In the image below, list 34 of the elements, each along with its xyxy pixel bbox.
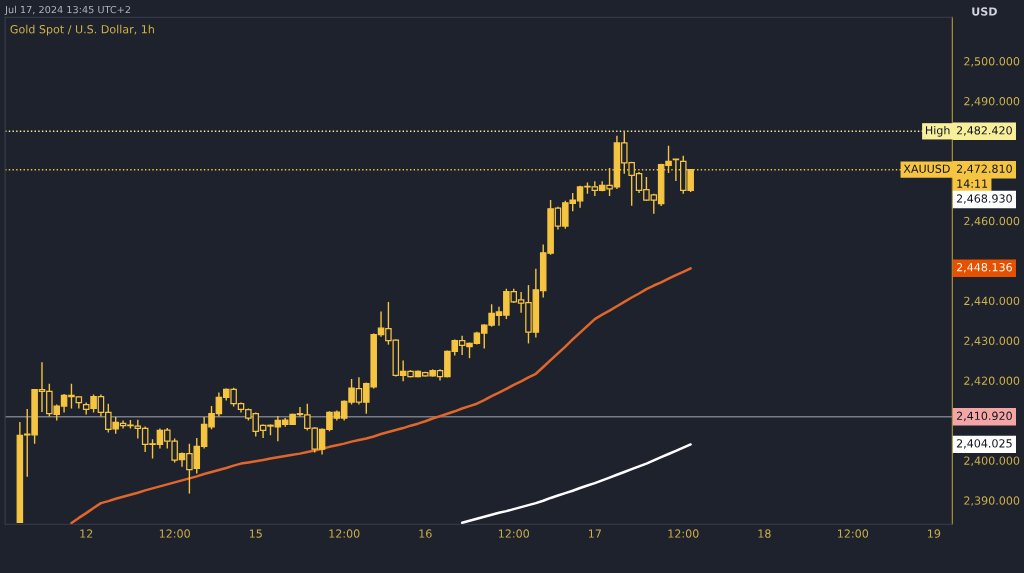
- text: 2,404.025: [956, 439, 1012, 449]
- x-tick-label: 17: [588, 529, 601, 538]
- x-tick-label: 12:00: [159, 529, 190, 538]
- y-tick-label: 2,460.000: [964, 216, 1020, 227]
- text: 2,472.810: [956, 164, 1012, 175]
- y-axis-title: USD: [972, 7, 997, 16]
- y-tick-label: 2,490.000: [964, 97, 1020, 107]
- x-tick-label: 15: [249, 529, 262, 538]
- text: Gold Spot / U.S. Dollar, 1h: [10, 24, 154, 36]
- x-tick-label: 12: [80, 529, 93, 538]
- y-tick-label: 2,440.000: [964, 296, 1020, 307]
- ref-line-label: High: [925, 125, 950, 137]
- text: Jul 17, 2024 13:45 UTC+2: [4, 5, 131, 16]
- y-tick-label: 2,390.000: [964, 496, 1020, 506]
- candlestick: [672, 158, 680, 182]
- text: 2,482.420: [956, 126, 1012, 136]
- text: 14:11: [957, 179, 988, 188]
- y-tick-label: 2,430.000: [964, 336, 1020, 347]
- y-tick-label: 2,400.000: [964, 456, 1020, 466]
- text: 2,410.920: [956, 411, 1012, 422]
- y-tick-label: 2,420.000: [964, 376, 1020, 387]
- x-tick-label: 19: [928, 529, 941, 538]
- text: 2,468.930: [956, 194, 1012, 204]
- y-tick-label: 2,500.000: [964, 57, 1020, 67]
- x-tick-label: 12:00: [838, 529, 869, 538]
- x-tick-label: 12:00: [498, 529, 530, 538]
- x-tick-label: 16: [419, 529, 432, 538]
- x-tick-label: 12:00: [668, 529, 699, 538]
- x-tick-label: 18: [758, 529, 771, 538]
- line-series: [70, 267, 692, 525]
- x-tick-label: 12:00: [329, 529, 360, 538]
- line-series: [460, 443, 692, 524]
- ref-line-label: XAUUSD: [903, 164, 950, 173]
- text: 2,448.136: [956, 263, 1012, 273]
